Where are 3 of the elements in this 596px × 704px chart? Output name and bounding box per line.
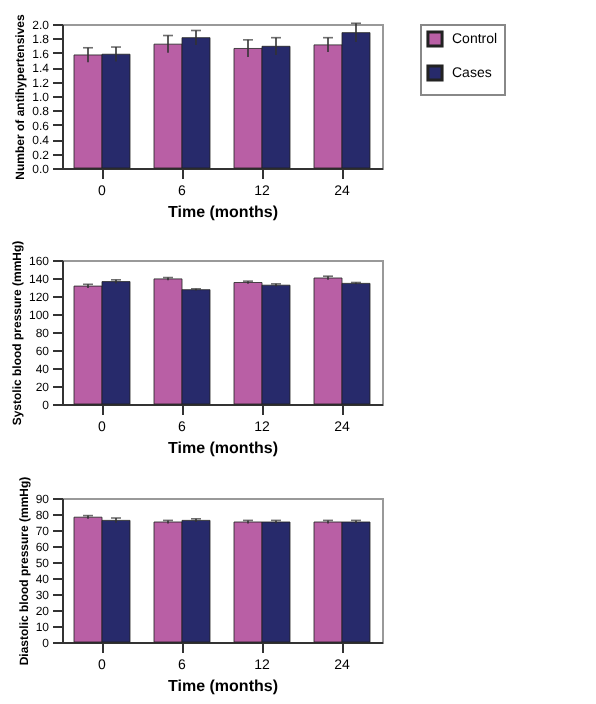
- x-axis-title: Time (months): [168, 203, 279, 221]
- x-axis-title: Time (months): [168, 677, 279, 695]
- x-axis-title: Time (months): [168, 439, 279, 457]
